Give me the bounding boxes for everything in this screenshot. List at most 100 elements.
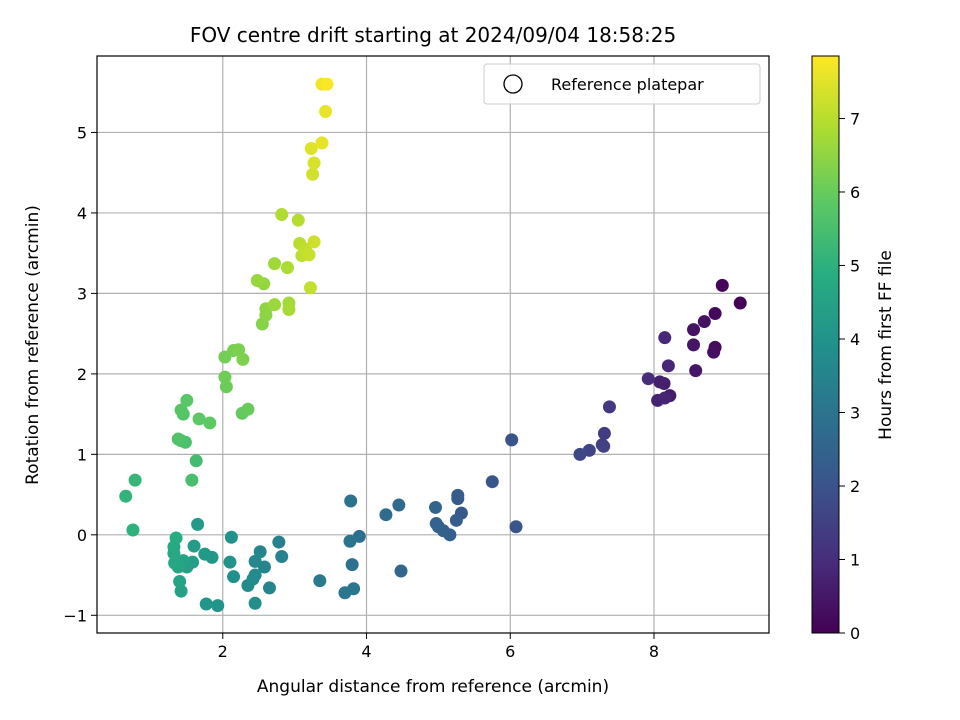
data-point [343, 534, 357, 548]
data-point [199, 597, 213, 611]
data-point [174, 403, 188, 417]
y-tick-label: 3 [77, 284, 87, 303]
legend-marker-icon [503, 74, 523, 94]
data-point [203, 416, 217, 430]
data-point [315, 136, 329, 150]
plot-frame [96, 55, 770, 634]
data-point [282, 302, 296, 316]
data-point [236, 352, 250, 366]
data-point [169, 531, 183, 545]
data-point [119, 489, 133, 503]
data-point [658, 391, 672, 405]
data-point [392, 498, 406, 512]
colorbar-gradient [811, 55, 840, 634]
colorbar-ticks: 0 1 2 3 4 5 6 7 [839, 109, 860, 643]
data-point [268, 298, 282, 312]
y-tick-label: 2 [77, 365, 87, 384]
data-point [248, 596, 262, 610]
data-point [227, 570, 241, 584]
data-point [198, 547, 212, 561]
data-point [303, 281, 317, 295]
data-point [173, 574, 187, 588]
data-point [128, 473, 142, 487]
data-point [313, 574, 327, 588]
data-point [180, 393, 194, 407]
x-tick-label: 4 [361, 642, 371, 661]
data-point [275, 550, 289, 564]
colorbar-tick-label: 2 [850, 477, 860, 496]
data-point [275, 208, 289, 222]
data-point [307, 156, 321, 170]
data-point [223, 555, 237, 569]
data-point [449, 513, 463, 527]
data-point [218, 370, 232, 384]
data-point [505, 433, 519, 447]
data-point [733, 296, 747, 310]
data-point [429, 500, 443, 514]
data-point [715, 278, 729, 292]
data-point [597, 426, 611, 440]
data-point [602, 400, 616, 414]
data-point [641, 372, 655, 386]
data-point [338, 586, 352, 600]
data-point [707, 345, 721, 359]
colorbar-tick-label: 1 [850, 550, 860, 569]
x-tick-label: 8 [649, 642, 659, 661]
y-axis-label: Rotation from reference (arcmin) [23, 205, 43, 485]
data-point [306, 167, 320, 181]
data-point [250, 274, 264, 288]
data-point [687, 323, 701, 337]
data-point [189, 454, 203, 468]
x-axis-ticks: 2 4 6 8 [218, 633, 659, 661]
data-point [345, 558, 359, 572]
x-tick-label: 6 [505, 642, 515, 661]
data-point [509, 520, 523, 534]
data-point [241, 402, 255, 416]
y-tick-label: 4 [77, 204, 87, 223]
y-tick-label: −1 [63, 606, 87, 625]
grid-lines [97, 56, 769, 633]
legend: Reference platepar [483, 63, 761, 105]
data-point [597, 439, 611, 453]
y-tick-label: 5 [77, 123, 87, 142]
data-point [302, 248, 316, 262]
data-point [168, 556, 182, 570]
data-point [319, 105, 333, 119]
colorbar-tick-label: 4 [850, 330, 860, 349]
data-point [451, 488, 465, 502]
chart-title: FOV centre drift starting at 2024/09/04 … [190, 23, 676, 47]
data-point [211, 599, 225, 613]
data-point [661, 359, 675, 373]
data-point [126, 523, 140, 537]
data-point [429, 517, 443, 531]
data-point [379, 508, 393, 522]
data-point [291, 213, 305, 227]
data-point [573, 447, 587, 461]
legend-box [483, 63, 761, 105]
y-axis-ticks: −1 0 1 2 3 4 5 [63, 123, 97, 625]
data-point [262, 581, 276, 595]
data-point [320, 77, 334, 91]
data-point [485, 475, 499, 489]
data-point [307, 235, 321, 249]
data-point [689, 364, 703, 378]
data-point [253, 545, 267, 559]
data-point [191, 517, 205, 531]
colorbar-tick-label: 5 [850, 256, 860, 275]
data-point [192, 412, 206, 426]
data-point [272, 535, 286, 549]
colorbar-tick-label: 7 [850, 109, 860, 128]
data-point [248, 554, 262, 568]
x-tick-label: 2 [218, 642, 228, 661]
colorbar-tick-label: 3 [850, 403, 860, 422]
data-point [171, 432, 185, 446]
data-point [257, 560, 271, 574]
data-point [653, 375, 667, 389]
data-point [187, 539, 201, 553]
data-point [246, 572, 260, 586]
legend-entry: Reference platepar [551, 75, 704, 94]
x-axis-label: Angular distance from reference (arcmin) [257, 677, 609, 697]
y-tick-label: 1 [77, 445, 87, 464]
data-point [344, 494, 358, 508]
